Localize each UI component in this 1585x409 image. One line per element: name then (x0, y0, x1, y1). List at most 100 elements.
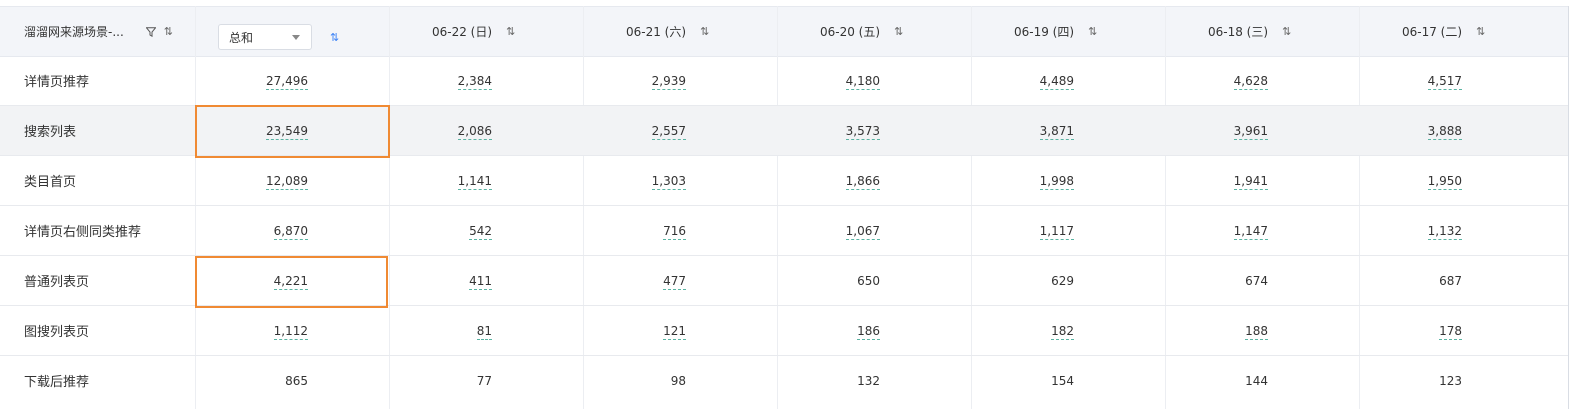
cell-value: 674 (1245, 274, 1268, 288)
cell-value[interactable]: 1,866 (845, 174, 880, 190)
header-date-2[interactable]: 06-21 (六) ⇅ (626, 7, 709, 56)
cell-value[interactable]: 3,871 (1039, 124, 1074, 140)
column-divider (971, 6, 972, 409)
cell-value[interactable]: 3,961 (1233, 124, 1268, 140)
header-date-4[interactable]: 06-19 (四) ⇅ (1014, 7, 1097, 56)
cell-value[interactable]: 4,489 (1039, 74, 1074, 90)
sort-icon[interactable]: ⇅ (700, 25, 709, 38)
header-date-3[interactable]: 06-20 (五) ⇅ (820, 7, 903, 56)
cell-value[interactable]: 2,086 (457, 124, 492, 140)
cell-value[interactable]: 1,941 (1233, 174, 1268, 190)
table-row: 下载后推荐 865 77 98 132 154 144 123 (0, 356, 1568, 406)
cell-value[interactable]: 1,141 (457, 174, 492, 190)
row-label: 普通列表页 (24, 275, 90, 290)
cell-value[interactable]: 3,888 (1427, 124, 1462, 140)
highlight-box-normal-list-total (195, 256, 388, 308)
cell-value[interactable]: 178 (1439, 324, 1462, 340)
row-label: 详情页右侧同类推荐 (24, 225, 142, 240)
table-row: 类目首页 12,089 1,141 1,303 1,866 1,998 1,94… (0, 156, 1568, 206)
cell-value[interactable]: 188 (1245, 324, 1268, 340)
sort-icon[interactable]: ⇅ (1282, 25, 1291, 38)
cell-total[interactable]: 12,089 (266, 174, 308, 190)
header-date-label: 06-17 (二) (1402, 25, 1463, 39)
row-label: 详情页推荐 (24, 75, 90, 90)
aggregate-select[interactable]: 总和 (218, 24, 312, 50)
chevron-down-icon (292, 35, 300, 40)
column-divider (1165, 6, 1166, 409)
sort-icon[interactable]: ⇅ (1088, 25, 1097, 38)
header-date-label: 06-20 (五) (820, 25, 881, 39)
cell-total[interactable]: 27,496 (266, 74, 308, 90)
cell-value[interactable]: 542 (469, 224, 492, 240)
highlight-box-search-list-total (195, 105, 390, 158)
table-row: 搜索列表 23,549 2,086 2,557 3,573 3,871 3,96… (0, 106, 1568, 156)
cell-value[interactable]: 1,950 (1427, 174, 1462, 190)
header-date-label: 06-18 (三) (1208, 25, 1269, 39)
sort-icon[interactable]: ⇅ (506, 25, 515, 38)
column-divider (777, 6, 778, 409)
cell-value[interactable]: 716 (663, 224, 686, 240)
cell-value[interactable]: 1,132 (1427, 224, 1462, 240)
column-divider (583, 6, 584, 409)
table-right-edge (1568, 6, 1569, 409)
cell-value[interactable]: 182 (1051, 324, 1074, 340)
cell-value[interactable]: 1,117 (1039, 224, 1074, 240)
cell-value[interactable]: 2,939 (651, 74, 686, 90)
cell-total[interactable]: 23,549 (266, 124, 308, 140)
header-date-5[interactable]: 06-18 (三) ⇅ (1208, 7, 1291, 56)
cell-value[interactable]: 121 (663, 324, 686, 340)
sort-icon[interactable]: ⇅ (1476, 25, 1485, 38)
sort-icon[interactable]: ⇅ (163, 25, 173, 38)
cell-value[interactable]: 1,998 (1039, 174, 1074, 190)
cell-value: 132 (857, 374, 880, 388)
cell-value: 144 (1245, 374, 1268, 388)
column-divider (195, 6, 196, 409)
cell-value: 77 (476, 374, 492, 388)
cell-value[interactable]: 2,384 (457, 74, 492, 90)
row-label: 下载后推荐 (24, 375, 90, 390)
header-date-label: 06-21 (六) (626, 25, 687, 39)
sort-icon[interactable]: ⇅ (894, 25, 903, 38)
cell-value[interactable]: 4,180 (845, 74, 880, 90)
cell-value[interactable]: 186 (857, 324, 880, 340)
cell-value[interactable]: 3,573 (845, 124, 880, 140)
cell-value[interactable]: 1,147 (1233, 224, 1268, 240)
cell-total[interactable]: 6,870 (273, 224, 308, 240)
cell-value: 123 (1439, 374, 1462, 388)
cell-value[interactable]: 4,628 (1233, 74, 1268, 90)
row-label: 图搜列表页 (24, 325, 90, 340)
row-label: 类目首页 (24, 175, 77, 190)
cell-value: 154 (1051, 374, 1074, 388)
cell-value[interactable]: 2,557 (651, 124, 686, 140)
cell-value: 687 (1439, 274, 1462, 288)
header-date-1[interactable]: 06-22 (日) ⇅ (432, 7, 515, 56)
cell-value: 98 (670, 374, 686, 388)
header-date-label: 06-22 (日) (432, 25, 493, 39)
column-divider (389, 6, 390, 409)
aggregate-select-value: 总和 (229, 30, 254, 45)
header-source-scene[interactable]: 溜溜网来源场景-... ⇅ (24, 7, 173, 56)
table-row: 图搜列表页 1,112 81 121 186 182 188 178 (0, 306, 1568, 356)
cell-value[interactable]: 411 (469, 274, 492, 290)
header-date-label: 06-19 (四) (1014, 25, 1075, 39)
cell-value[interactable]: 81 (476, 324, 492, 340)
cell-total[interactable]: 1,112 (273, 324, 308, 340)
filter-icon[interactable] (145, 26, 156, 37)
cell-value[interactable]: 477 (663, 274, 686, 290)
column-divider (1359, 6, 1360, 409)
table-row: 详情页推荐 27,496 2,384 2,939 4,180 4,489 4,6… (0, 56, 1568, 106)
cell-total: 865 (285, 374, 308, 388)
cell-value: 650 (857, 274, 880, 288)
header-source-scene-label: 溜溜网来源场景-... (24, 25, 124, 39)
cell-total[interactable]: 4,221 (273, 274, 308, 290)
row-label: 搜索列表 (24, 125, 77, 140)
table-row: 普通列表页 4,221 411 477 650 629 674 687 (0, 256, 1568, 306)
cell-value: 629 (1051, 274, 1074, 288)
cell-value[interactable]: 1,067 (845, 224, 880, 240)
table-row: 详情页右侧同类推荐 6,870 542 716 1,067 1,117 1,14… (0, 206, 1568, 256)
cell-value[interactable]: 4,517 (1427, 74, 1462, 90)
cell-value[interactable]: 1,303 (651, 174, 686, 190)
sort-active-icon[interactable]: ⇅ (330, 31, 339, 44)
header-date-6[interactable]: 06-17 (二) ⇅ (1402, 7, 1485, 56)
